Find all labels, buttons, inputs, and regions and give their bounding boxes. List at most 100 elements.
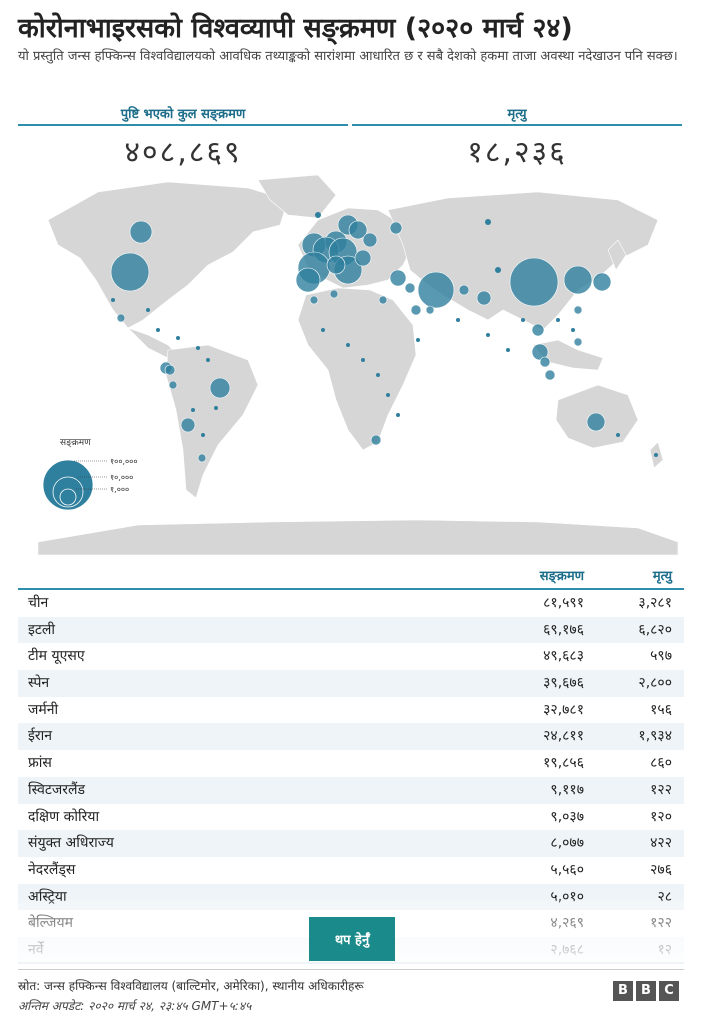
infection-bubbles (110, 214, 612, 463)
source-note: स्रोत: जन्स हफ्किन्स विश्वविद्यालय (बाल्… (18, 979, 364, 993)
bubble-usa (110, 252, 150, 292)
south-america (165, 344, 259, 499)
bubble-china (509, 257, 559, 307)
country-name: ईरान (28, 728, 52, 745)
bubble-brazil (209, 377, 231, 399)
table-header: सङ्क्रमण मृत्यु (18, 562, 684, 590)
show-more-button[interactable]: थप हेर्नुँ (309, 917, 395, 961)
legend-title: सङ्क्रमण (60, 438, 91, 448)
deaths-count: १,९३४ (638, 728, 672, 745)
bbc-logo-letter: C (659, 981, 679, 1001)
bubble-morocco (309, 295, 319, 305)
page-title: कोरोनाभाइरसको विश्वव्यापी सङ्क्रमण (२०२०… (18, 13, 573, 44)
cases-value: ४०८,८६९ (124, 135, 242, 170)
bubble-indonesia (544, 369, 556, 381)
country-name: स्विटजरलैंड (28, 781, 86, 798)
table-row: संयुक्त अधिराज्य ८,०७७ ४२२ (18, 830, 684, 857)
bubble-saudi (410, 304, 422, 316)
africa (297, 287, 417, 451)
bubble-malaysia (531, 343, 549, 361)
deaths-count: १५६ (650, 701, 672, 718)
bubble-canada (129, 220, 153, 244)
bbc-logo: B B C (613, 981, 679, 1001)
bubble-mexico (116, 313, 126, 323)
bubble-thailand (531, 323, 545, 337)
page-subtitle: यो प्रस्तुति जन्स हफ्किन्स विश्वविद्यालय… (18, 49, 678, 64)
table-row: जर्मनी ३२,७८१ १५६ (18, 697, 684, 724)
bubble-australia (586, 412, 606, 432)
small-bubbles (111, 212, 658, 457)
country-name: टीम यूएसए (28, 648, 85, 665)
bubble-india (476, 290, 492, 306)
cases-count: ९,०३७ (550, 808, 584, 825)
antarctica (37, 519, 679, 555)
cases-count: ८१,५९१ (543, 595, 584, 611)
bubble-argentina (197, 453, 207, 463)
bubble-japan (592, 272, 612, 292)
deaths-divider (352, 124, 682, 126)
table-row: स्विटजरलैंड ९,११७ १२२ (18, 776, 684, 804)
legend-10000: १०,००० (110, 473, 133, 482)
bubble-algeria (329, 289, 339, 299)
cases-count: १९,८५६ (543, 755, 584, 772)
cases-divider (18, 124, 348, 126)
deaths-count: ८६० (650, 755, 672, 772)
bubble-singapore (539, 356, 551, 368)
bubble-pakistan (458, 284, 470, 296)
country-name: इटली (28, 621, 56, 638)
bbc-logo-letter: B (636, 981, 656, 1001)
bubble-sweden (348, 220, 368, 240)
cases-count: ३२,७८१ (543, 701, 584, 718)
legend-100000: १००,००० (110, 457, 138, 466)
last-updated: अन्तिम अपडेट: २०२० मार्च २४, २३:४५ GMT+५… (18, 999, 252, 1013)
table-row: टीम यूएसए ४९,६८३ ५९७ (18, 643, 684, 670)
bubble-chile (180, 417, 196, 433)
map-legend: सङ्क्रमण १००,००० १०,००० १,००० (42, 438, 138, 511)
deaths-label: मृत्यु (507, 107, 527, 122)
cases-count: ९,११७ (550, 781, 584, 798)
table-row: नेदरलैंड्स ५,५६० २७६ (18, 857, 684, 884)
cases-count: ६९,१७६ (543, 621, 584, 638)
legend-1000: १,००० (110, 485, 129, 494)
bubble-philippines (573, 337, 583, 347)
table-row: चीन ८१,५९१ ३,२८१ (18, 590, 684, 617)
country-name: दक्षिण कोरिया (28, 808, 100, 825)
deaths-count: ५९७ (650, 648, 672, 665)
bubble-russia (389, 221, 403, 235)
deaths-count: ६,८२० (638, 621, 672, 638)
bubble-switzerland (326, 255, 346, 275)
bubble-spain (295, 267, 321, 293)
deaths-count: १२२ (650, 781, 672, 798)
bubble-ecuador (164, 364, 176, 376)
country-name: चीन (28, 595, 49, 611)
bubble-korea (563, 265, 593, 295)
cases-count: ५,५६० (550, 861, 584, 878)
table-row: ईरान २४,८११ १,९३४ (18, 723, 684, 751)
table-row: फ्रांस १९,८५६ ८६० (18, 750, 684, 777)
bubble-israel (404, 282, 416, 294)
cases-count: ४९,६८३ (543, 648, 584, 665)
footer-divider (18, 969, 684, 970)
bubble-iran (417, 271, 455, 309)
country-name: फ्रांस (28, 755, 52, 772)
bubble-turkey (389, 269, 407, 287)
deaths-count: २७६ (650, 861, 672, 878)
bubble-poland (362, 232, 378, 248)
japan (607, 239, 627, 271)
bubble-south-africa (370, 434, 382, 446)
bubble-austria (354, 249, 372, 267)
cases-count: २४,८११ (543, 728, 584, 745)
cases-count: ३९,६७६ (543, 675, 584, 692)
southeast-asia (532, 339, 604, 371)
deaths-value: १८,२३६ (467, 135, 567, 170)
header-deaths: मृत्यु (652, 569, 672, 584)
bbc-logo-letter: B (613, 981, 633, 1001)
country-name: संयुक्त अधिराज्य (28, 835, 114, 852)
bubble-taiwan (573, 305, 583, 315)
deaths-count: १२० (650, 808, 672, 825)
world-map: सङ्क्रमण १००,००० १०,००० १,००० (37, 174, 679, 555)
bubble-egypt (378, 295, 388, 305)
bubble-uae (425, 305, 435, 315)
table-row: दक्षिण कोरिया ९,०३७ १२० (18, 804, 684, 831)
table-row: इटली ६९,१७६ ६,८२० (18, 616, 684, 644)
